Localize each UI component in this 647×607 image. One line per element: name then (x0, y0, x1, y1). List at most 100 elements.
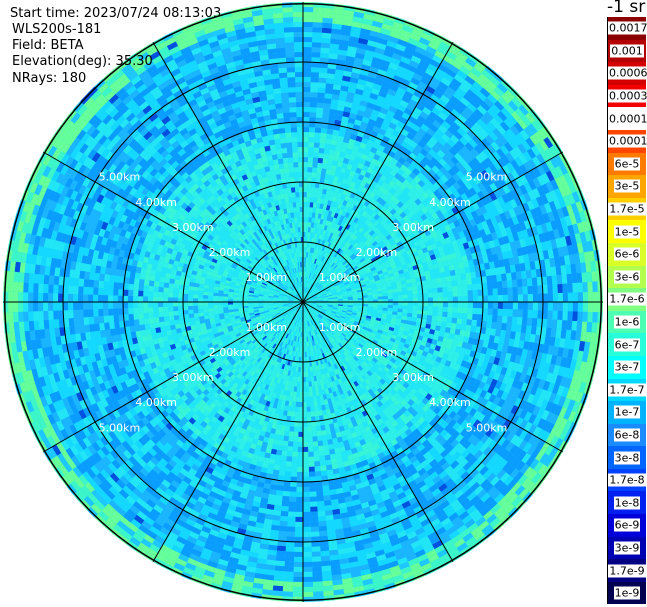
field-cell (412, 305, 418, 311)
field-cell (306, 295, 312, 300)
field-cell (288, 302, 294, 304)
field-cell (299, 197, 303, 203)
field-cell (292, 309, 297, 314)
field-cell (305, 217, 309, 223)
field-cell (289, 318, 293, 324)
field-cell (311, 313, 316, 319)
field-cell (296, 293, 301, 299)
field-cell (218, 293, 224, 297)
field-cell (168, 302, 174, 307)
field-cell (183, 293, 189, 298)
field-cell (316, 292, 321, 296)
field-cell (306, 294, 311, 299)
field-cell (387, 295, 393, 300)
field-cell (377, 304, 383, 308)
field-cell (306, 294, 310, 299)
field-cell (289, 312, 293, 317)
field-cell (307, 321, 310, 327)
field-cell (312, 300, 318, 302)
field-cell (312, 286, 316, 291)
field-cell (314, 311, 319, 316)
field-cell (412, 297, 418, 302)
field-cell (311, 182, 316, 188)
field-cell (436, 282, 443, 288)
field-cell (319, 288, 325, 292)
field-cell (295, 305, 300, 309)
field-cell (288, 304, 294, 307)
field-cell (293, 303, 299, 305)
field-cell (299, 406, 303, 412)
field-cell (178, 306, 184, 311)
field-cell (279, 308, 285, 311)
field-cell (283, 305, 289, 307)
field-cell (289, 202, 294, 208)
field-cell (407, 302, 413, 306)
field-cell (307, 299, 313, 302)
field-cell (290, 293, 295, 297)
field-cell (290, 307, 295, 311)
field-cell (316, 293, 322, 296)
field-cell (309, 278, 312, 284)
field-cell (223, 307, 229, 311)
field-cell (312, 296, 318, 299)
field-cell (314, 281, 318, 286)
field-cell (298, 242, 302, 248)
field-cell (352, 303, 358, 306)
field-cell (411, 313, 418, 319)
field-cell (316, 283, 321, 288)
field-cell (301, 321, 303, 327)
field-cell (426, 319, 432, 325)
field-cell (312, 295, 317, 299)
field-cell (288, 197, 293, 203)
field-cell (198, 298, 204, 302)
field-cell (287, 311, 292, 316)
field-cell (223, 293, 229, 297)
field-cell (362, 304, 368, 307)
field-cell (304, 287, 307, 293)
field-cell (298, 172, 303, 178)
field-cell (318, 285, 323, 290)
field-cell (188, 309, 194, 315)
field-cell (295, 197, 300, 203)
field-cell (295, 192, 300, 198)
field-cell (305, 287, 308, 293)
field-cell (294, 421, 299, 427)
field-cell (308, 222, 312, 228)
field-cell (291, 292, 296, 296)
field-cell (285, 308, 290, 312)
field-cell (317, 284, 322, 289)
field-cell (305, 321, 307, 327)
field-cell (322, 298, 328, 300)
field-cell (287, 405, 293, 412)
field-cell (305, 293, 309, 298)
field-cell (278, 305, 284, 308)
field-cell (321, 308, 327, 311)
field-cell (307, 300, 313, 302)
field-cell (295, 288, 299, 294)
field-cell (248, 298, 254, 301)
field-cell (307, 282, 310, 288)
field-cell (295, 295, 300, 299)
field-cell (288, 167, 294, 173)
field-cell (295, 321, 298, 327)
field-cell (296, 396, 300, 402)
field-cell (286, 410, 292, 417)
field-cell (309, 284, 313, 289)
field-cell (203, 311, 209, 316)
field-cell (407, 309, 413, 314)
field-cell (293, 298, 299, 301)
field-cell (303, 421, 308, 427)
field-cell (299, 287, 301, 293)
field-cell (289, 396, 294, 402)
field-cell (228, 306, 234, 310)
field-cell (300, 311, 302, 317)
field-cell (294, 217, 298, 223)
field-cell (317, 306, 323, 309)
field-cell (397, 295, 403, 299)
field-cell (188, 297, 194, 302)
field-cell (417, 297, 423, 302)
field-cell (317, 315, 322, 320)
field-cell (296, 305, 300, 310)
field-cell (279, 309, 285, 313)
field-cell (320, 290, 326, 294)
